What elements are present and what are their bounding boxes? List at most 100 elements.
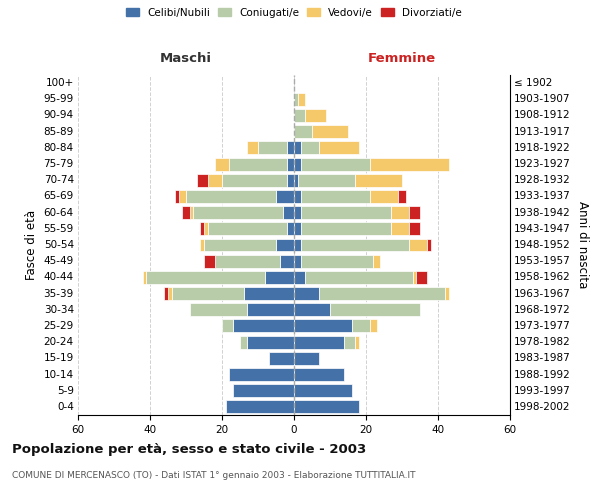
- Bar: [409, 206, 420, 219]
- Bar: [294, 174, 298, 186]
- Bar: [301, 254, 373, 268]
- Bar: [301, 142, 319, 154]
- Bar: [294, 125, 312, 138]
- Bar: [287, 158, 294, 170]
- Legend: Celibi/Nubili, Coniugati/e, Vedovi/e, Divorziati/e: Celibi/Nubili, Coniugati/e, Vedovi/e, Di…: [126, 8, 462, 18]
- Bar: [190, 206, 193, 219]
- Bar: [370, 158, 449, 170]
- Bar: [294, 254, 301, 268]
- Bar: [233, 320, 294, 332]
- Bar: [182, 206, 190, 219]
- Bar: [172, 287, 244, 300]
- Text: Maschi: Maschi: [160, 52, 212, 66]
- Bar: [287, 222, 294, 235]
- Bar: [244, 287, 294, 300]
- Bar: [391, 206, 409, 219]
- Text: COMUNE DI MERCENASCO (TO) - Dati ISTAT 1° gennaio 2003 - Elaborazione TUTTITALIA: COMUNE DI MERCENASCO (TO) - Dati ISTAT 1…: [12, 471, 415, 480]
- Bar: [276, 238, 294, 252]
- Bar: [294, 206, 301, 219]
- Bar: [200, 222, 204, 235]
- Bar: [168, 287, 172, 300]
- Bar: [409, 238, 427, 252]
- Bar: [344, 336, 355, 348]
- Bar: [186, 190, 276, 203]
- Bar: [294, 190, 301, 203]
- Bar: [229, 368, 294, 381]
- Bar: [247, 304, 294, 316]
- Y-axis label: Fasce di età: Fasce di età: [25, 210, 38, 280]
- Bar: [294, 384, 352, 397]
- Bar: [298, 174, 355, 186]
- Bar: [301, 238, 409, 252]
- Bar: [175, 190, 179, 203]
- Bar: [283, 206, 294, 219]
- Bar: [190, 304, 247, 316]
- Bar: [197, 174, 208, 186]
- Bar: [240, 336, 247, 348]
- Bar: [319, 287, 445, 300]
- Bar: [294, 400, 359, 413]
- Bar: [373, 254, 380, 268]
- Bar: [330, 304, 420, 316]
- Bar: [301, 222, 391, 235]
- Y-axis label: Anni di nascita: Anni di nascita: [577, 202, 589, 288]
- Bar: [294, 271, 305, 284]
- Bar: [312, 125, 348, 138]
- Bar: [233, 384, 294, 397]
- Bar: [276, 190, 294, 203]
- Bar: [208, 174, 222, 186]
- Bar: [204, 222, 208, 235]
- Bar: [294, 304, 330, 316]
- Bar: [370, 320, 377, 332]
- Bar: [352, 320, 370, 332]
- Bar: [294, 368, 344, 381]
- Bar: [301, 206, 391, 219]
- Bar: [204, 238, 276, 252]
- Bar: [301, 190, 370, 203]
- Bar: [416, 271, 427, 284]
- Bar: [287, 174, 294, 186]
- Bar: [427, 238, 431, 252]
- Bar: [294, 222, 301, 235]
- Bar: [215, 158, 229, 170]
- Bar: [164, 287, 168, 300]
- Bar: [294, 158, 301, 170]
- Bar: [305, 271, 413, 284]
- Bar: [294, 336, 344, 348]
- Bar: [143, 271, 146, 284]
- Bar: [294, 238, 301, 252]
- Bar: [413, 271, 416, 284]
- Bar: [226, 400, 294, 413]
- Bar: [294, 352, 319, 365]
- Bar: [222, 174, 287, 186]
- Text: Femmine: Femmine: [368, 52, 436, 66]
- Bar: [193, 206, 283, 219]
- Bar: [247, 142, 258, 154]
- Bar: [204, 254, 215, 268]
- Bar: [370, 190, 398, 203]
- Bar: [305, 109, 326, 122]
- Bar: [215, 254, 280, 268]
- Bar: [391, 222, 409, 235]
- Bar: [208, 222, 287, 235]
- Bar: [355, 336, 359, 348]
- Bar: [269, 352, 294, 365]
- Bar: [301, 158, 370, 170]
- Bar: [280, 254, 294, 268]
- Bar: [294, 320, 352, 332]
- Bar: [179, 190, 186, 203]
- Bar: [294, 142, 301, 154]
- Bar: [229, 158, 287, 170]
- Bar: [146, 271, 265, 284]
- Bar: [298, 93, 305, 106]
- Bar: [445, 287, 449, 300]
- Bar: [222, 320, 233, 332]
- Bar: [287, 142, 294, 154]
- Bar: [265, 271, 294, 284]
- Bar: [294, 93, 298, 106]
- Bar: [319, 142, 359, 154]
- Bar: [355, 174, 402, 186]
- Bar: [294, 109, 305, 122]
- Bar: [200, 238, 204, 252]
- Bar: [247, 336, 294, 348]
